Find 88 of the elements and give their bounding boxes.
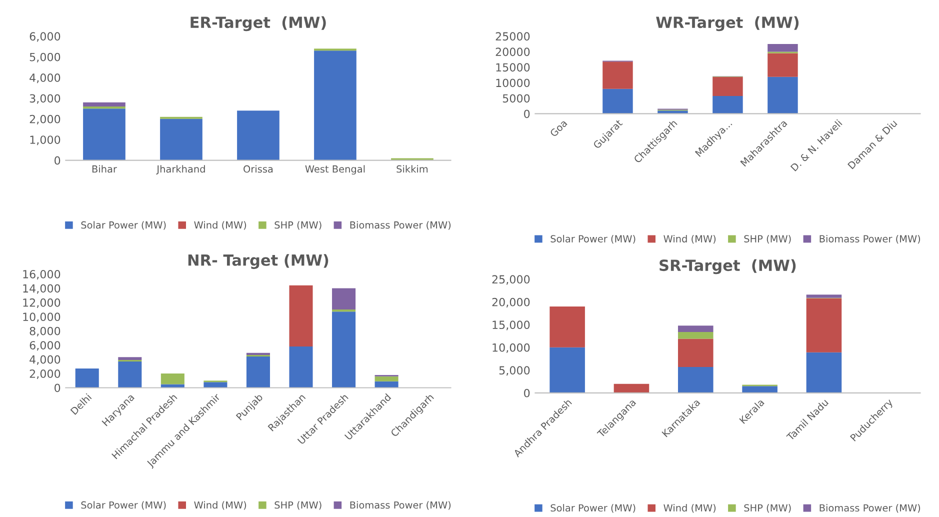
bar — [768, 44, 798, 52]
y-tick-label: 15,000 — [492, 320, 530, 330]
y-tick-label: 25000 — [496, 32, 530, 41]
y-tick-label: 4,000 — [30, 355, 60, 365]
y-tick-label: 1,000 — [30, 136, 60, 146]
bar — [550, 347, 585, 393]
chart-title: WR-Target (MW) — [656, 16, 799, 32]
chart-title: ER-Target (MW) — [190, 16, 326, 32]
y-tick-label: 16,000 — [23, 270, 60, 280]
bar — [602, 88, 633, 114]
y-tick-label: 0 — [54, 384, 60, 392]
legend-label: Solar Power (MW) — [81, 221, 166, 230]
legend-label: Wind (MW) — [664, 234, 716, 244]
y-tick-label: 5000 — [502, 94, 530, 103]
y-tick-label: 2,000 — [30, 370, 60, 380]
chart-title: NR- Target (MW) — [188, 254, 328, 269]
bar — [806, 352, 842, 393]
bar — [332, 288, 356, 310]
x-tick-label: Bihar — [92, 165, 117, 173]
x-tick-label: Orissa — [244, 165, 273, 173]
bar — [160, 118, 202, 160]
bar — [374, 376, 398, 382]
legend-label: Wind (MW) — [664, 504, 716, 513]
legend-label: Biomass Power (MW) — [820, 504, 920, 513]
bar — [678, 332, 714, 339]
legend-label: Solar Power (MW) — [550, 234, 636, 244]
bar — [83, 108, 126, 160]
bar — [75, 368, 99, 388]
y-tick-label: 10000 — [496, 78, 530, 88]
legend-label: Biomass Power (MW) — [820, 234, 920, 244]
bar — [806, 298, 842, 352]
y-tick-label: 6,000 — [30, 341, 60, 351]
x-tick-label: West Bengal — [305, 165, 365, 175]
y-tick-label: 6,000 — [30, 32, 60, 42]
bar — [237, 110, 280, 160]
legend-label: SHP (MW) — [744, 504, 791, 513]
bar — [118, 357, 142, 360]
x-tick-label: Jharkhand — [156, 165, 205, 174]
y-tick-label: 25,000 — [492, 275, 530, 285]
bar — [602, 62, 633, 89]
bar — [289, 285, 313, 347]
bar — [768, 53, 798, 77]
bar — [289, 346, 313, 388]
x-tick-label: Goa — [549, 119, 568, 138]
legend-label: Solar Power (MW) — [550, 504, 636, 513]
y-tick-label: 2,000 — [30, 114, 60, 124]
y-tick-label: 0 — [54, 156, 60, 165]
bar — [806, 294, 842, 298]
bar — [246, 352, 270, 356]
bar — [118, 361, 142, 388]
bar — [742, 386, 778, 393]
bar — [614, 384, 650, 393]
legend-label: Wind (MW) — [194, 221, 246, 230]
legend-label: Wind (MW) — [194, 501, 246, 510]
bar — [678, 338, 714, 367]
legend-label: Biomass Power (MW) — [350, 221, 451, 230]
legend-label: SHP (MW) — [274, 501, 322, 510]
y-tick-label: 5,000 — [30, 52, 60, 62]
bar — [712, 96, 743, 114]
legend-label: Solar Power (MW) — [81, 501, 166, 510]
y-tick-label: 0 — [524, 388, 530, 398]
bar — [768, 76, 798, 114]
y-tick-label: 14,000 — [23, 284, 60, 294]
chart-title: SR-Target (MW) — [660, 259, 796, 274]
y-tick-label: 4,000 — [30, 74, 60, 84]
bar — [678, 366, 714, 393]
x-tick-label: Sikkim — [396, 165, 428, 173]
bar — [550, 306, 585, 348]
y-tick-label: 15000 — [496, 63, 530, 72]
y-tick-label: 12,000 — [23, 298, 60, 308]
y-tick-label: 10,000 — [23, 312, 60, 322]
bar — [83, 102, 126, 106]
bar — [314, 50, 356, 160]
y-tick-label: 5,000 — [499, 366, 530, 376]
legend-label: SHP (MW) — [274, 221, 322, 230]
y-tick-label: 0 — [524, 110, 530, 118]
bar — [160, 374, 184, 384]
y-tick-label: 20,000 — [492, 298, 530, 308]
bar — [246, 356, 270, 388]
legend-label: Biomass Power (MW) — [350, 501, 451, 510]
bar — [332, 312, 356, 388]
y-tick-label: 8,000 — [30, 326, 60, 336]
bar — [678, 326, 714, 332]
y-tick-label: 3,000 — [30, 94, 60, 104]
bar — [712, 76, 743, 96]
y-tick-label: 20000 — [496, 48, 530, 56]
legend-label: SHP (MW) — [744, 234, 791, 244]
y-tick-label: 10,000 — [492, 343, 530, 353]
